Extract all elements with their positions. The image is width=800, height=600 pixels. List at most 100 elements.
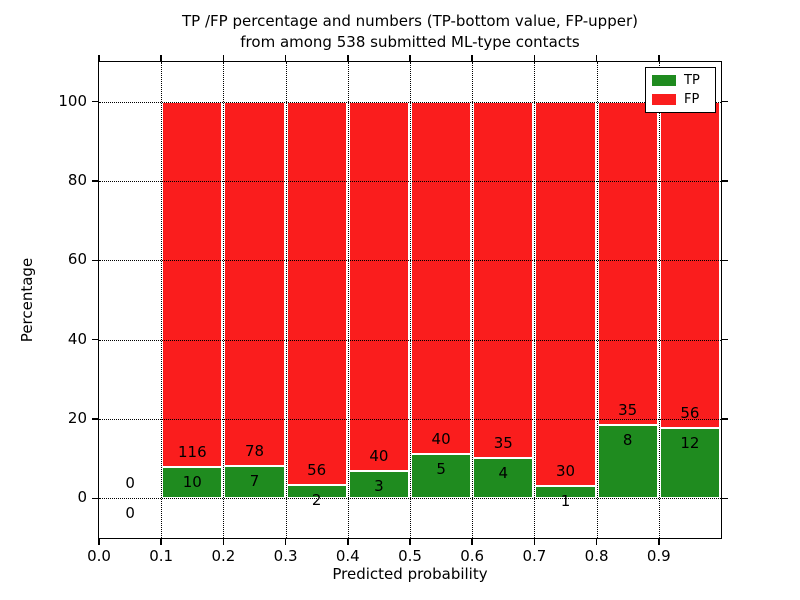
x-tick-mark-bottom: [533, 538, 536, 545]
fp-count-label: 30: [555, 461, 576, 480]
y-tick-mark-left: [92, 497, 99, 500]
x-tick-mark-top: [160, 55, 162, 62]
tp-count-label: 0: [125, 504, 135, 523]
x-tick-mark-top: [471, 55, 473, 62]
tp-legend-swatch: [652, 75, 676, 86]
fp-count-label: 56: [680, 404, 700, 423]
x-tick-label: 0.3: [273, 547, 298, 565]
y-tick-mark-left: [92, 418, 99, 420]
y-tick-label: 0: [77, 488, 87, 507]
y-tick-mark-right: [721, 259, 728, 262]
fp-count-label: 78: [244, 441, 265, 460]
v-gridline: [472, 62, 474, 538]
tp-bar-segment: [348, 470, 409, 499]
x-tick-mark-top: [409, 55, 411, 62]
fp-count-label: 40: [369, 446, 389, 465]
fp-bar-segment: [348, 101, 409, 471]
x-tick-mark-bottom: [98, 538, 100, 545]
v-gridline: [347, 62, 349, 538]
tp-count-label: 10: [182, 472, 202, 491]
v-gridline: [161, 62, 163, 538]
fp-bar-segment: [473, 101, 534, 458]
legend-label-fp: FP: [684, 92, 700, 107]
x-tick-label: 0.2: [211, 547, 236, 565]
x-tick-mark-top: [284, 55, 287, 62]
x-tick-label: 0.0: [87, 547, 111, 565]
v-gridline: [410, 62, 411, 538]
tp-count-label: 12: [680, 434, 700, 453]
y-tick-mark-right: [721, 497, 728, 500]
fp-count-label: 35: [618, 400, 638, 419]
fp-count-label: 0: [125, 474, 135, 493]
legend: TP FP: [645, 67, 716, 113]
x-tick-mark-bottom: [222, 538, 225, 545]
y-tick-label: 40: [67, 329, 87, 348]
x-axis-label: Predicted probability: [332, 565, 488, 583]
tp-bar-segment: [597, 424, 658, 499]
fp-count-label: 40: [431, 430, 451, 449]
fp-legend-swatch: [652, 94, 676, 105]
y-tick-mark-left: [92, 338, 99, 341]
x-tick-mark-bottom: [284, 538, 287, 545]
tp-bar-segment: [224, 465, 285, 499]
tp-count-label: 2: [311, 490, 322, 509]
y-tick-mark-left: [92, 180, 99, 182]
tp-count-label: 5: [436, 460, 446, 479]
x-tick-mark-top: [595, 55, 598, 62]
legend-item-fp: FP: [652, 92, 709, 107]
fp-bar-segment: [535, 101, 596, 486]
v-gridline: [223, 62, 225, 538]
fp-bar-segment: [411, 101, 472, 455]
x-tick-mark-top: [658, 55, 660, 62]
tp-count-label: 3: [374, 476, 384, 495]
fp-bar-segment: [162, 101, 223, 467]
x-tick-label: 0.1: [149, 547, 174, 565]
x-tick-mark-bottom: [595, 538, 598, 545]
y-tick-label: 60: [67, 250, 87, 269]
x-tick-mark-top: [222, 55, 225, 62]
x-tick-mark-bottom: [409, 538, 411, 545]
x-tick-label: 0.6: [460, 547, 485, 565]
tp-count-label: 4: [498, 463, 509, 482]
y-tick-mark-right: [721, 180, 728, 182]
v-gridline: [658, 62, 660, 538]
v-gridline: [534, 62, 536, 538]
y-tick-label: 80: [67, 171, 87, 189]
chart-title: TP /FP percentage and numbers (TP-bottom…: [182, 11, 638, 53]
x-tick-mark-bottom: [658, 538, 660, 545]
x-tick-label: 0.9: [646, 547, 671, 565]
x-tick-label: 0.5: [398, 547, 422, 565]
y-tick-label: 100: [58, 91, 87, 110]
x-tick-mark-bottom: [347, 538, 349, 545]
x-tick-mark-bottom: [160, 538, 162, 545]
fp-count-label: 56: [307, 460, 327, 479]
tp-bar-segment: [535, 485, 596, 499]
chart-title-line2: from among 538 submitted ML-type contact…: [240, 33, 580, 51]
tp-bar-segment: [473, 457, 534, 499]
tp-count-label: 8: [622, 430, 633, 449]
y-axis-label: Percentage: [18, 257, 36, 343]
x-tick-mark-top: [347, 55, 349, 62]
y-tick-mark-right: [721, 418, 728, 420]
fp-bar-segment: [597, 101, 658, 425]
v-gridline: [285, 62, 287, 538]
fp-count-label: 116: [177, 442, 207, 461]
x-tick-label: 0.7: [522, 547, 547, 565]
tp-bar-segment: [286, 484, 347, 499]
legend-item-tp: TP: [652, 73, 709, 88]
legend-label-tp: TP: [684, 73, 700, 88]
x-tick-label: 0.4: [335, 547, 360, 565]
tp-count-label: 7: [249, 471, 260, 490]
tp-bar-segment: [411, 454, 472, 499]
x-tick-label: 0.8: [584, 547, 609, 565]
v-gridline: [596, 62, 598, 538]
y-tick-mark-left: [92, 259, 99, 262]
x-tick-mark-top: [533, 55, 536, 62]
fp-bar-segment: [224, 101, 285, 466]
x-tick-mark-bottom: [471, 538, 473, 545]
fp-bar-segment: [286, 101, 347, 485]
tp-count-label: 1: [560, 491, 571, 510]
y-tick-mark-right: [721, 338, 728, 341]
tp-bar-segment: [659, 428, 720, 499]
